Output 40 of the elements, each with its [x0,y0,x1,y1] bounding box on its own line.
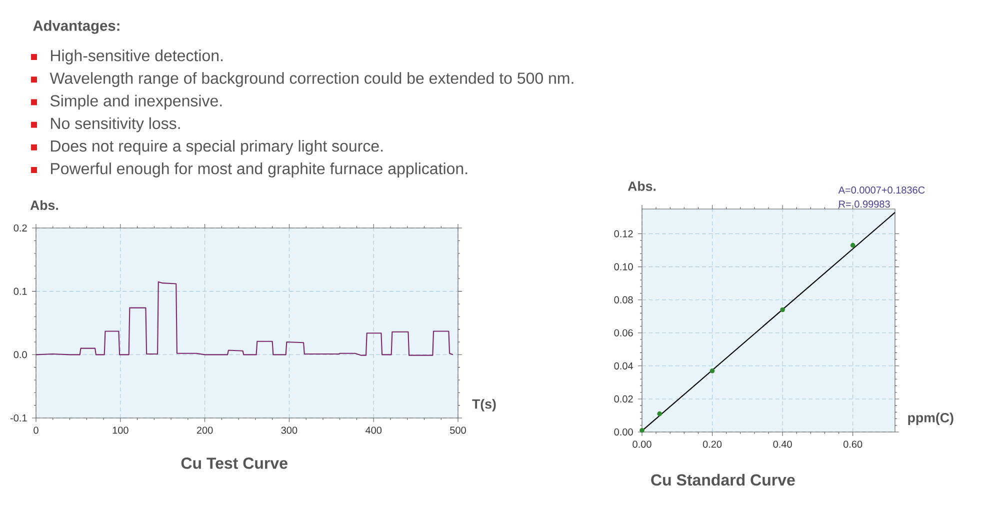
x-axis-title: ppm(C) [908,412,954,426]
x-tick-label: 0.40 [773,440,792,448]
text: Powerful enough for most and graphite furnace application. [51,162,468,178]
point [780,307,785,312]
text: Cu Standard Curve [651,474,795,486]
x-tick-label: 100 [112,426,128,434]
y-tick-label: 0.04 [614,362,633,370]
y-tick-label: 0.1 [14,288,27,295]
y-tick-label: 0.12 [614,230,633,238]
x-tick-label: 0 [34,426,38,434]
text: R= 0.99983 [839,200,890,208]
y-tick-label: 0.02 [614,395,633,402]
point [640,428,644,433]
x-axis-title: T(s) [472,398,496,412]
x-tick-label: 200 [196,426,213,434]
y-tick-label: 0.08 [614,296,633,304]
text: Simple and inexpensive. [50,94,222,110]
point [710,368,715,374]
text: High-sensitive detection. [51,50,223,64]
text: No sensitivity loss. [51,117,180,132]
text: Does not require a special primary light source. [51,140,383,155]
y-tick-label: 0.10 [614,263,633,270]
x-tick-label: 500 [450,426,466,434]
x-tick-label: 0.00 [632,440,652,448]
y-axis-title: Abs. [30,200,58,210]
x-tick-label: 0.20 [702,440,722,448]
text: Wavelength range of background correction could be extended to 500 nm. [50,72,574,88]
text: A=0.0007+0.1836C [838,186,925,194]
y-axis-title: Abs. [628,181,656,191]
y-tick-label: 0.2 [14,224,27,232]
y-tick-label: 0.06 [614,329,633,336]
x-tick-label: 0.60 [843,440,862,448]
text: Advantages: [33,20,120,34]
x-tick-label: 300 [281,426,298,434]
y-tick-label: -0.1 [10,414,27,422]
point [850,242,856,248]
point [657,411,662,416]
text: Cu Test Curve [181,458,288,469]
y-tick-label: 0.0 [14,351,27,358]
x-tick-label: 400 [365,426,382,434]
